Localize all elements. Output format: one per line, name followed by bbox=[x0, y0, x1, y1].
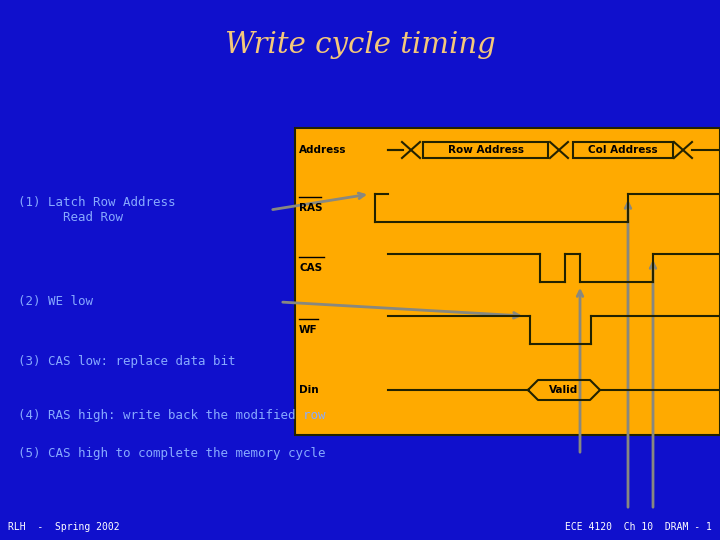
Text: (5) CAS high to complete the memory cycle: (5) CAS high to complete the memory cycl… bbox=[18, 447, 325, 460]
Text: Din: Din bbox=[299, 385, 319, 395]
Text: (2) WE low: (2) WE low bbox=[18, 295, 93, 308]
Text: WF: WF bbox=[299, 325, 318, 335]
Text: CAS: CAS bbox=[299, 263, 322, 273]
Text: RLH  -  Spring 2002: RLH - Spring 2002 bbox=[8, 522, 120, 532]
FancyBboxPatch shape bbox=[423, 142, 548, 158]
Text: Row Address: Row Address bbox=[448, 145, 523, 155]
Text: RAS: RAS bbox=[299, 203, 323, 213]
Text: (4) RAS high: write back the modified row: (4) RAS high: write back the modified ro… bbox=[18, 408, 325, 422]
Text: Address: Address bbox=[299, 145, 346, 155]
Text: ECE 4120  Ch 10  DRAM - 1: ECE 4120 Ch 10 DRAM - 1 bbox=[565, 522, 712, 532]
FancyBboxPatch shape bbox=[573, 142, 673, 158]
Text: (3) CAS low: replace data bit: (3) CAS low: replace data bit bbox=[18, 355, 235, 368]
Text: Col Address: Col Address bbox=[588, 145, 658, 155]
Bar bbox=[295, 128, 720, 435]
Text: Write cycle timing: Write cycle timing bbox=[225, 31, 495, 59]
Text: (1) Latch Row Address
      Read Row: (1) Latch Row Address Read Row bbox=[18, 196, 176, 224]
Text: Valid: Valid bbox=[549, 385, 579, 395]
